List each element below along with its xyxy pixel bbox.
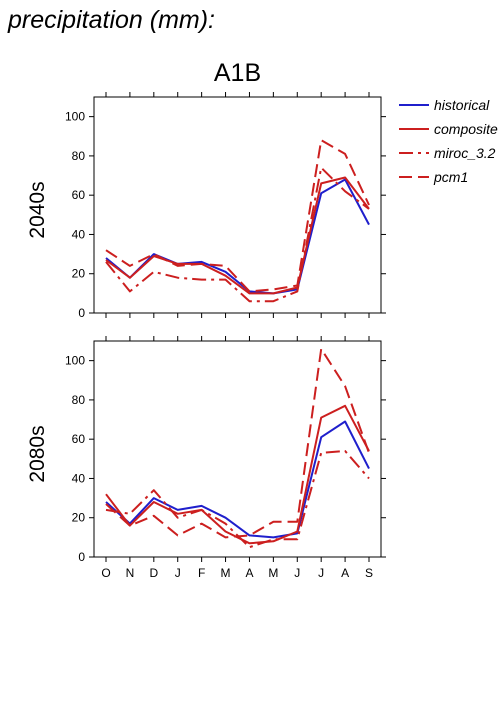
x-tick-label: J [175, 566, 181, 580]
chart-title: A1B [214, 59, 261, 87]
series-line-miroc_3.2-2080s [105, 450, 370, 549]
figure-heading: precipitation (mm): [8, 6, 215, 34]
x-tick-label: A [245, 566, 253, 580]
x-tick-label: N [126, 566, 135, 580]
series-line-miroc_3.2-2040s [105, 166, 370, 303]
x-tick-label: A [341, 566, 349, 580]
y-tick-label: 0 [78, 306, 85, 320]
x-tick-label: J [318, 566, 324, 580]
y-tick-label: 100 [65, 110, 85, 124]
y-tick-label: 40 [72, 227, 86, 241]
legend-label-historical: historical [434, 97, 490, 113]
legend-label-composite: composite [434, 121, 498, 137]
series-line-composite-2080s [105, 404, 370, 545]
y-tick-label: 0 [78, 550, 85, 564]
legend-label-miroc_3.2: miroc_3.2 [434, 145, 496, 161]
panel-label-2040s: 2040s [26, 181, 49, 238]
x-tick-label: S [365, 566, 373, 580]
y-tick-label: 100 [65, 354, 85, 368]
x-tick-label: M [221, 566, 231, 580]
panel-label-2080s: 2080s [26, 425, 49, 482]
series-line-pcm1-2040s [105, 139, 370, 293]
y-tick-label: 60 [72, 432, 86, 446]
series-line-pcm1-2080s [105, 347, 370, 539]
y-tick-label: 60 [72, 188, 86, 202]
y-tick-label: 40 [72, 471, 86, 485]
x-tick-label: D [149, 566, 158, 580]
y-tick-label: 20 [72, 511, 86, 525]
series-line-composite-2040s [105, 176, 370, 295]
series-line-historical-2080s [105, 420, 370, 539]
y-tick-label: 80 [72, 149, 86, 163]
x-tick-label: F [198, 566, 205, 580]
legend-label-pcm1: pcm1 [433, 169, 468, 185]
series-line-historical-2040s [105, 178, 370, 295]
x-tick-label: O [101, 566, 110, 580]
x-tick-label: M [268, 566, 278, 580]
y-tick-label: 20 [72, 267, 86, 281]
y-tick-label: 80 [72, 393, 86, 407]
plot-frame-2080s [93, 340, 382, 558]
plot-frame-2040s [93, 96, 382, 314]
x-tick-label: J [294, 566, 300, 580]
